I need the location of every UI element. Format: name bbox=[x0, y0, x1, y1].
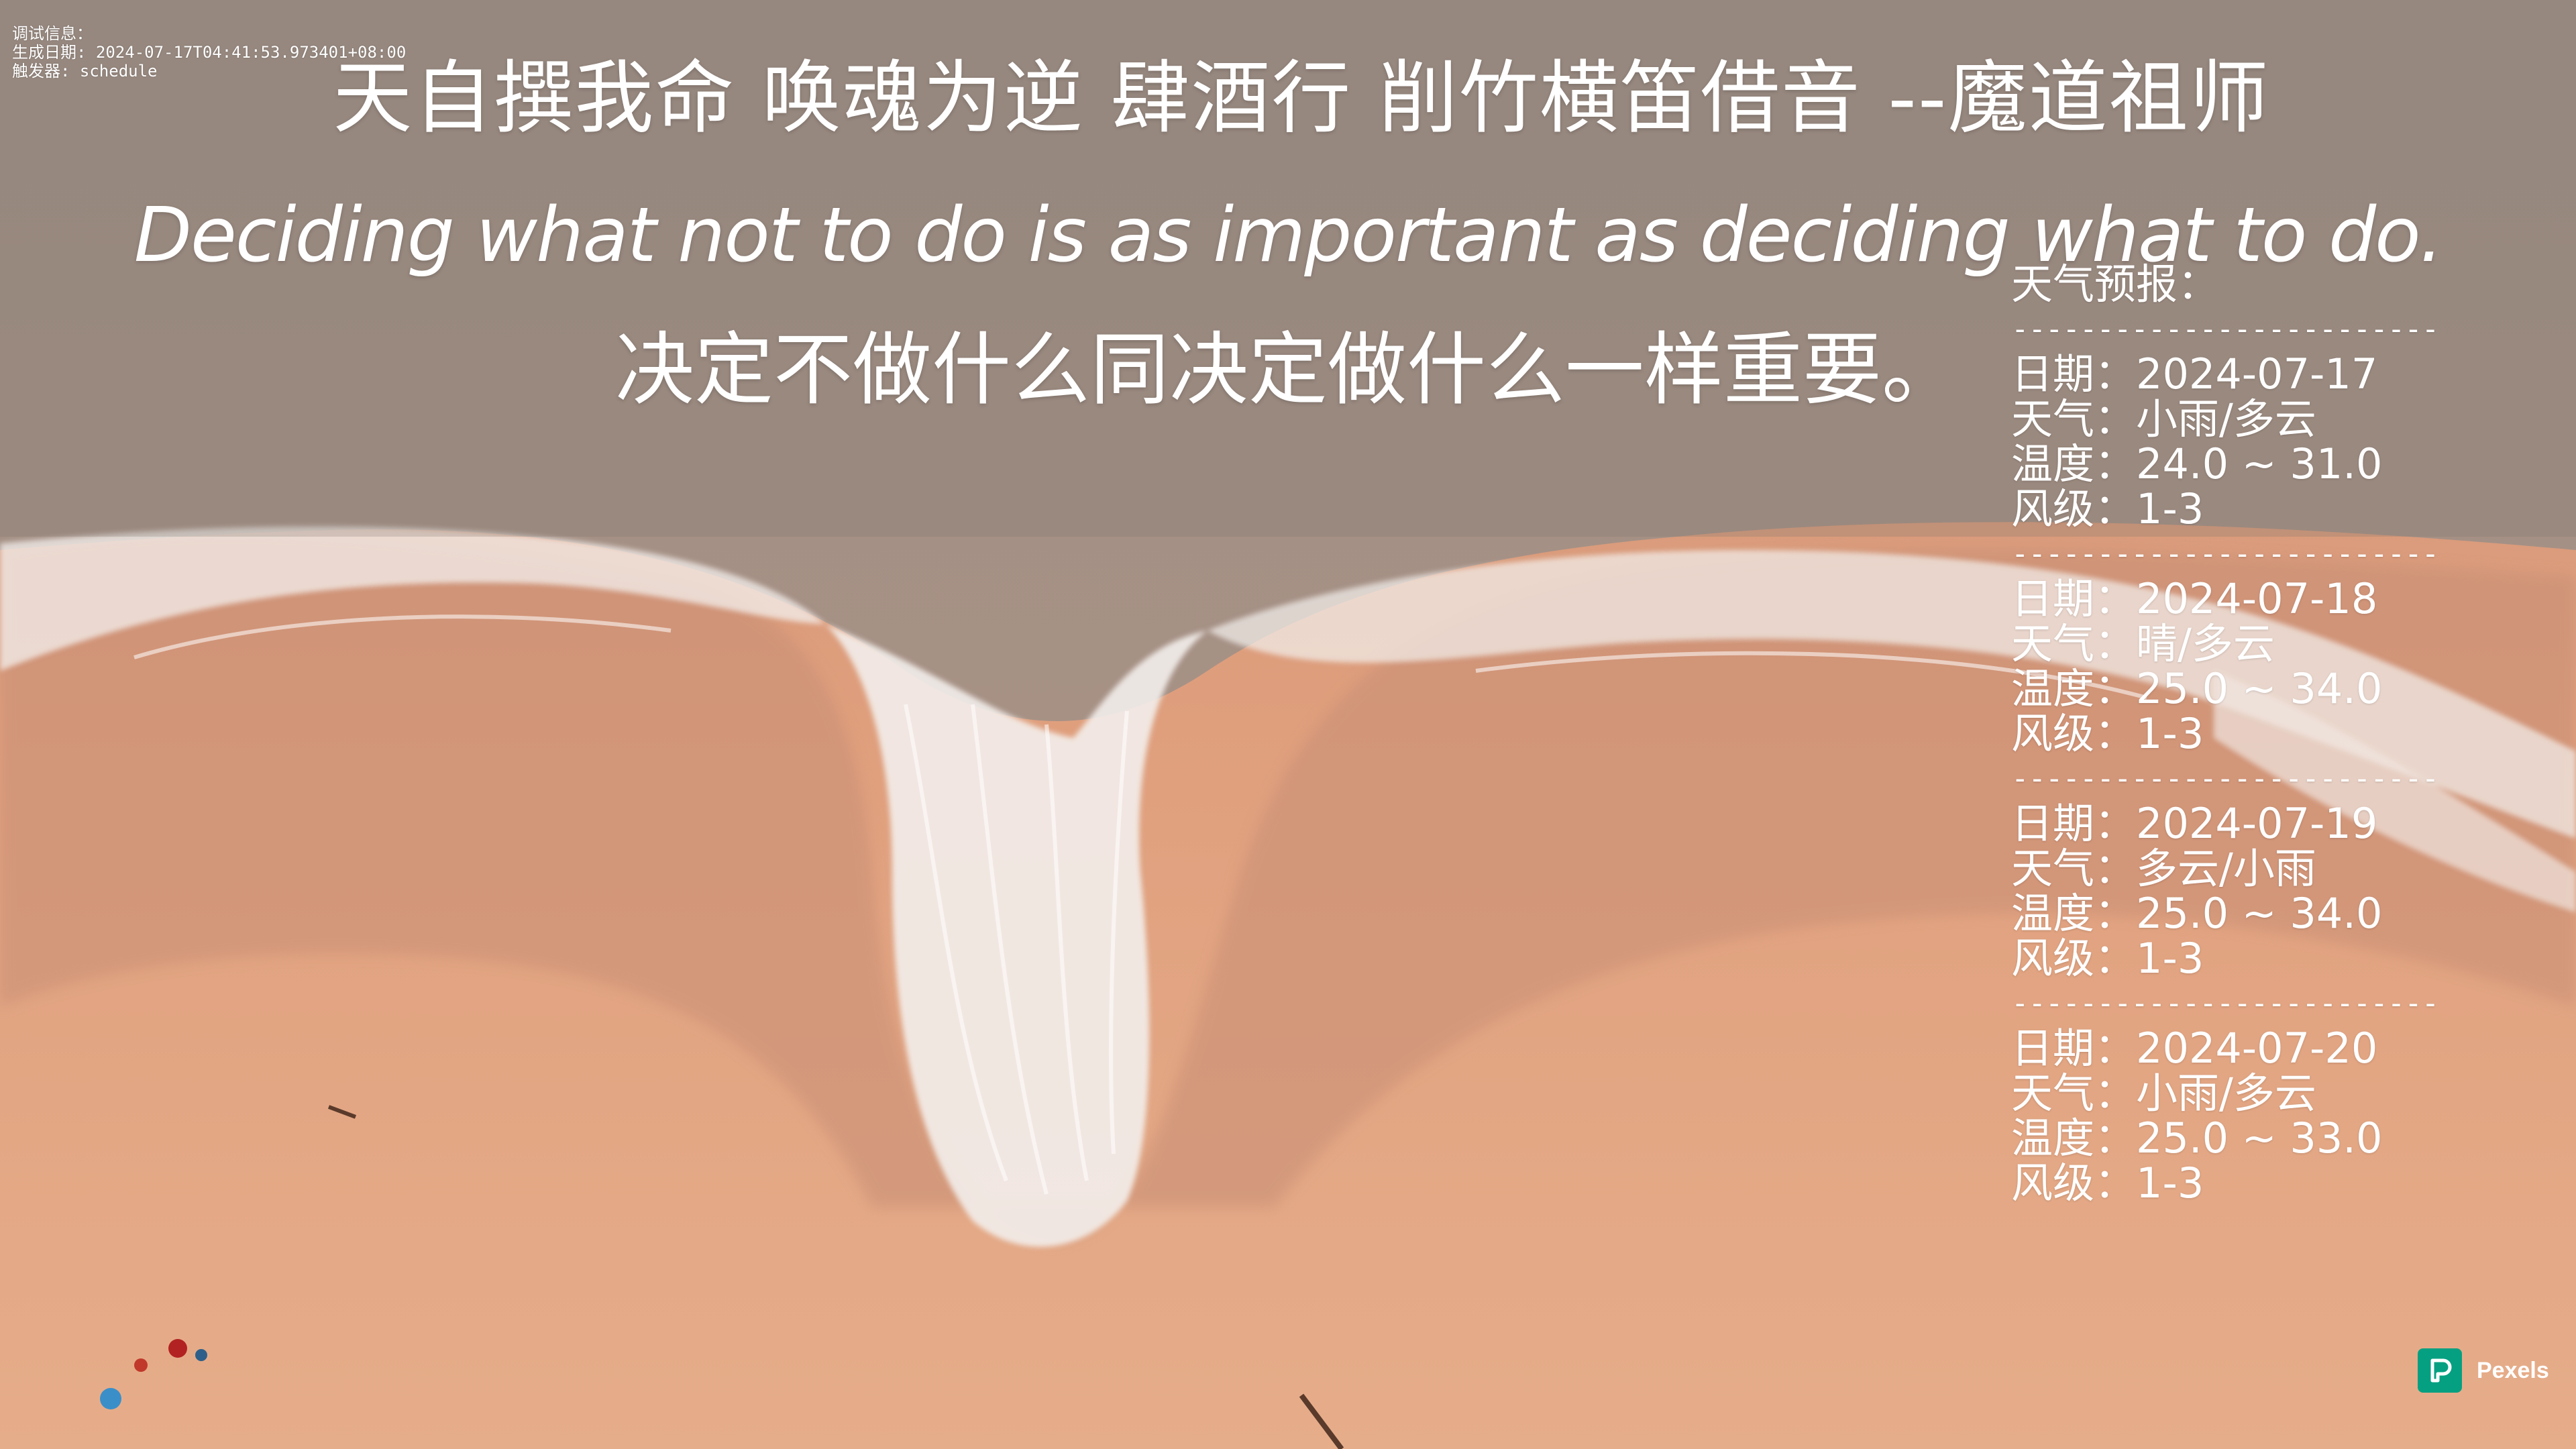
weather-day: 日期：2024-07-19 天气：多云/小雨 温度：25.0 ~ 34.0 风级… bbox=[2011, 801, 2447, 981]
weather-condition: 天气：多云/小雨 bbox=[2011, 846, 2447, 891]
weather-condition: 天气：小雨/多云 bbox=[2011, 396, 2447, 441]
weather-temperature: 温度：24.0 ~ 31.0 bbox=[2011, 441, 2447, 486]
weather-wind: 风级：1-3 bbox=[2011, 711, 2447, 756]
weather-wind: 风级：1-3 bbox=[2011, 1161, 2447, 1205]
weather-date: 日期：2024-07-17 bbox=[2011, 352, 2447, 396]
weather-separator: ----------------------------- bbox=[2011, 756, 2440, 801]
weather-condition: 天气：小雨/多云 bbox=[2011, 1071, 2447, 1116]
weather-separator: ----------------------------- bbox=[2011, 981, 2440, 1026]
weather-day: 日期：2024-07-17 天气：小雨/多云 温度：24.0 ~ 31.0 风级… bbox=[2011, 352, 2447, 531]
weather-condition: 天气：晴/多云 bbox=[2011, 621, 2447, 666]
weather-day: 日期：2024-07-18 天气：晴/多云 温度：25.0 ~ 34.0 风级：… bbox=[2011, 576, 2447, 756]
weather-forecast: 天气预报： ----------------------------- 日期：2… bbox=[2011, 262, 2447, 1205]
weather-day: 日期：2024-07-20 天气：小雨/多云 温度：25.0 ~ 33.0 风级… bbox=[2011, 1026, 2447, 1205]
pexels-label: Pexels bbox=[2477, 1358, 2549, 1384]
weather-wind: 风级：1-3 bbox=[2011, 486, 2447, 531]
weather-date: 日期：2024-07-20 bbox=[2011, 1026, 2447, 1071]
quote-chinese: 天自撰我命 唤魂为逆 肆酒行 削竹横笛借音 --魔道祖师 bbox=[0, 44, 2576, 152]
weather-temperature: 温度：25.0 ~ 33.0 bbox=[2011, 1116, 2447, 1161]
weather-temperature: 温度：25.0 ~ 34.0 bbox=[2011, 891, 2447, 936]
debug-title: 调试信息： bbox=[12, 24, 406, 43]
weather-title: 天气预报： bbox=[2011, 262, 2447, 307]
pexels-logo-icon bbox=[2418, 1348, 2462, 1393]
pexels-watermark[interactable]: Pexels bbox=[2418, 1348, 2549, 1393]
weather-temperature: 温度：25.0 ~ 34.0 bbox=[2011, 666, 2447, 711]
weather-date: 日期：2024-07-19 bbox=[2011, 801, 2447, 846]
weather-wind: 风级：1-3 bbox=[2011, 936, 2447, 981]
weather-separator: ----------------------------- bbox=[2011, 307, 2440, 352]
weather-date: 日期：2024-07-18 bbox=[2011, 576, 2447, 621]
weather-separator: ----------------------------- bbox=[2011, 531, 2440, 576]
